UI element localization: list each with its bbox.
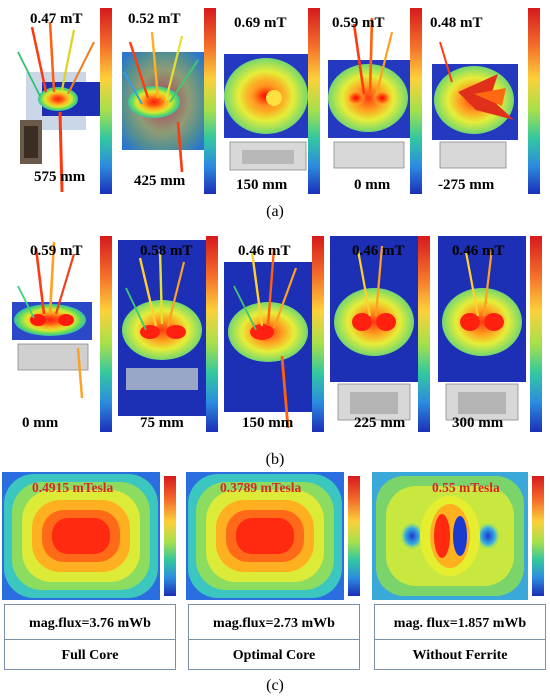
panel-b4: 0.46 mT 225 mm (328, 228, 434, 436)
result-box-without-ferrite: mag. flux=1.857 mWb Without Ferrite (374, 604, 546, 670)
panel-b5: 0.46 mT 300 mm (434, 228, 546, 436)
peak-flux-label-b2: 0.58 mT (140, 243, 193, 259)
field-simulation-a1 (17, 8, 112, 194)
distance-label-a5: -275 mm (438, 177, 495, 193)
panel-a4: 0.59 mT 0 mm (324, 2, 426, 197)
distance-label-b5: 300 mm (452, 415, 504, 431)
core-type-optimal-core: Optimal Core (232, 648, 316, 663)
panel-c1: 0.4915 mTesla (2, 472, 180, 600)
peak-flux-label-c2: 0.3789 mTesla (220, 480, 302, 495)
panel-c3: 0.55 mTesla (372, 472, 548, 600)
field-simulation-a3 (224, 8, 320, 194)
subfigure-caption-a: (a) (266, 203, 284, 220)
panel-a2: 0.52 mT 425 mm (118, 2, 220, 197)
core-type-without-ferrite: Without Ferrite (412, 648, 508, 663)
mag-flux-full-core: mag.flux=3.76 mWb (29, 616, 151, 631)
peak-flux-label-a1: 0.47 mT (30, 11, 83, 27)
peak-flux-label-a4: 0.59 mT (332, 15, 385, 31)
mag-flux-optimal-core: mag.flux=2.73 mWb (213, 616, 335, 631)
heatmap-optimal-core (186, 472, 360, 600)
heatmap-without-ferrite (372, 472, 544, 600)
peak-flux-label-b1: 0.59 mT (30, 243, 83, 259)
panel-a3: 0.69 mT 150 mm (222, 2, 322, 197)
peak-flux-label-a2: 0.52 mT (128, 11, 181, 27)
distance-label-a1: 575 mm (34, 169, 86, 185)
panel-b2: 0.58 mT 75 mm (116, 228, 222, 436)
result-box-optimal-core: mag.flux=2.73 mWb Optimal Core (188, 604, 360, 670)
distance-label-b3: 150 mm (242, 415, 294, 431)
field-simulation-a5 (432, 8, 540, 194)
subfigure-caption-c: (c) (266, 677, 284, 694)
peak-flux-label-c1: 0.4915 mTesla (32, 480, 114, 495)
panel-b1: 0.59 mT 0 mm (4, 228, 116, 436)
peak-flux-label-c3: 0.55 mTesla (432, 480, 500, 495)
panel-b3: 0.46 mT 150 mm (222, 228, 328, 436)
peak-flux-label-a5: 0.48 mT (430, 15, 483, 31)
peak-flux-label-b4: 0.46 mT (352, 243, 405, 259)
distance-label-b4: 225 mm (354, 415, 406, 431)
field-simulation-a2 (122, 8, 216, 194)
distance-label-b2: 75 mm (140, 415, 184, 431)
field-simulation-b2 (118, 236, 218, 432)
mag-flux-without-ferrite: mag. flux=1.857 mWb (393, 616, 527, 631)
core-type-full-core: Full Core (61, 648, 119, 663)
heatmap-full-core (2, 472, 176, 600)
peak-flux-label-a3: 0.69 mT (234, 15, 287, 31)
peak-flux-label-b5: 0.46 mT (452, 243, 505, 259)
panel-a1: 0.47 mT 575 mm (4, 2, 116, 197)
field-simulation-a4 (328, 8, 422, 194)
field-simulation-b5 (438, 236, 542, 432)
peak-flux-label-b3: 0.46 mT (238, 243, 291, 259)
field-simulation-b4 (330, 236, 430, 432)
panel-a5: 0.48 mT -275 mm (428, 2, 546, 197)
subfigure-caption-b: (b) (265, 451, 285, 468)
panel-c2: 0.3789 mTesla (186, 472, 364, 600)
distance-label-a2: 425 mm (134, 173, 186, 189)
distance-label-a3: 150 mm (236, 177, 288, 193)
distance-label-b1: 0 mm (22, 415, 59, 431)
field-simulation-b1 (12, 236, 112, 432)
field-simulation-b3 (224, 236, 324, 432)
distance-label-a4: 0 mm (354, 177, 391, 193)
result-box-full-core: mag.flux=3.76 mWb Full Core (4, 604, 176, 670)
